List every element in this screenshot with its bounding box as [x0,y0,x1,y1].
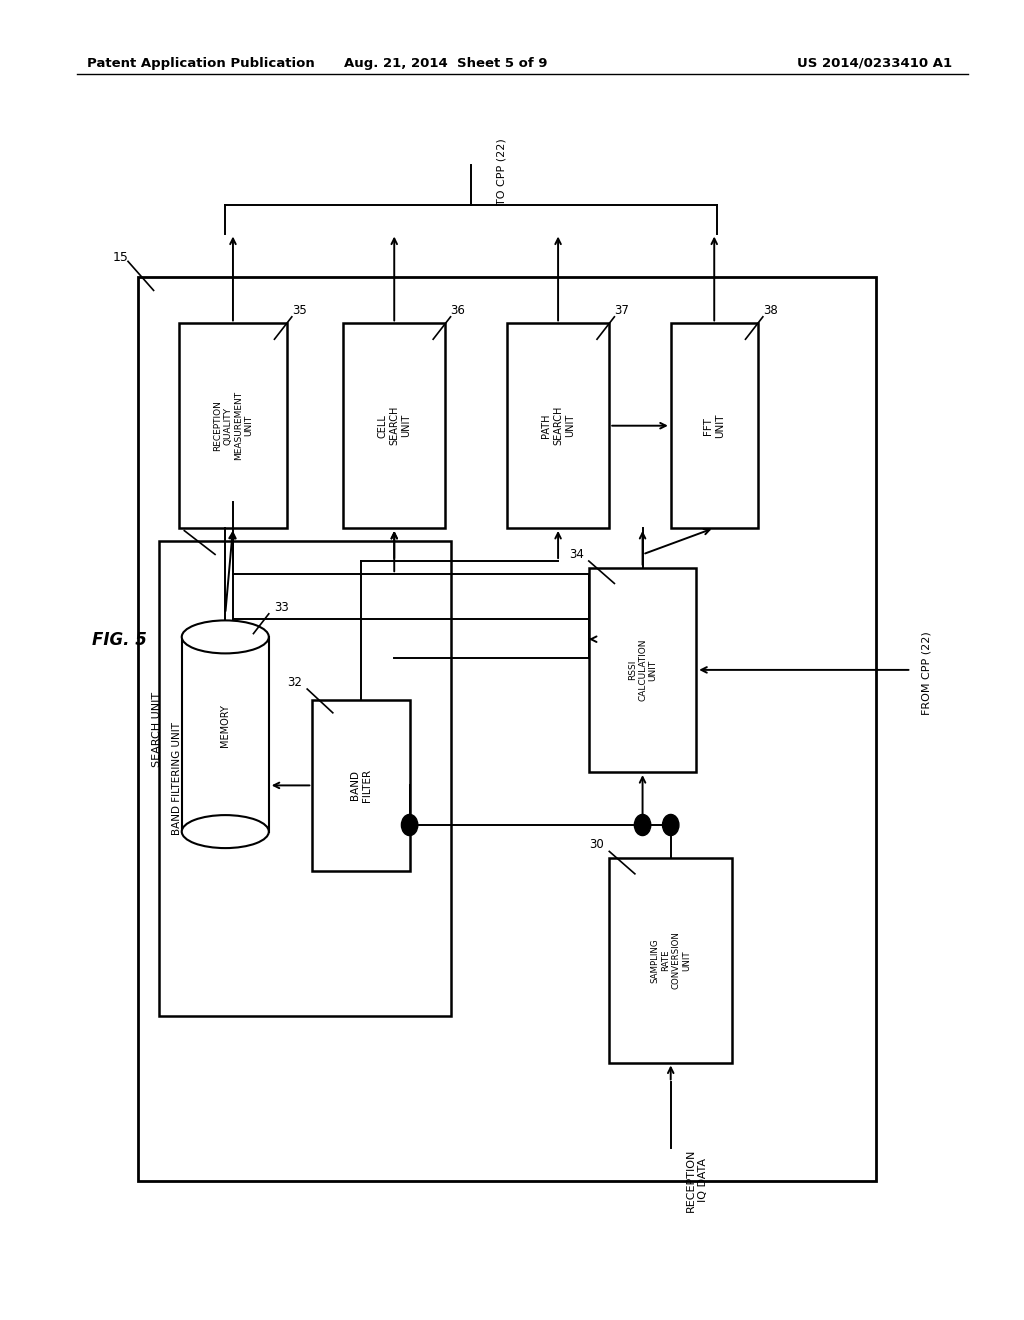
Text: CELL
SEARCH
UNIT: CELL SEARCH UNIT [378,407,411,445]
Text: RECEPTION
IQ DATA: RECEPTION IQ DATA [686,1148,708,1212]
Text: BAND
FILTER: BAND FILTER [350,768,372,803]
Text: Aug. 21, 2014  Sheet 5 of 9: Aug. 21, 2014 Sheet 5 of 9 [344,57,547,70]
Text: 36: 36 [451,304,466,317]
Text: 37: 37 [614,304,630,317]
Bar [507,323,609,528]
Text: 31: 31 [189,517,205,531]
Circle shape [663,814,679,836]
Text: 34: 34 [568,548,584,561]
Text: MEMORY: MEMORY [220,705,230,747]
Text: 38: 38 [763,304,777,317]
Text: 35: 35 [292,304,306,317]
Text: FFT
UNIT: FFT UNIT [703,413,725,438]
Text: BAND FILTERING UNIT: BAND FILTERING UNIT [172,722,182,836]
Bar [159,541,451,1016]
Circle shape [401,814,418,836]
Text: TO CPP (22): TO CPP (22) [497,139,507,205]
Bar [312,700,410,871]
Text: 15: 15 [113,251,129,264]
Text: US 2014/0233410 A1: US 2014/0233410 A1 [798,57,952,70]
Text: RECEPTION
QUALITY
MEASUREMENT
UNIT: RECEPTION QUALITY MEASUREMENT UNIT [213,391,253,461]
Bar [138,277,876,1181]
Text: 30: 30 [590,838,604,851]
Text: 33: 33 [274,601,289,614]
Text: FIG. 5: FIG. 5 [92,631,147,649]
Bar [179,323,287,528]
Bar [671,323,758,528]
Bar [589,568,696,772]
Text: 32: 32 [287,676,302,689]
Text: RSSI
CALCULATION
UNIT: RSSI CALCULATION UNIT [628,639,657,701]
Text: FROM CPP (22): FROM CPP (22) [922,631,932,715]
Ellipse shape [182,814,268,849]
Text: Patent Application Publication: Patent Application Publication [87,57,314,70]
Ellipse shape [182,620,268,653]
Text: SAMPLING
RATE
CONVERSION
UNIT: SAMPLING RATE CONVERSION UNIT [650,932,691,989]
Text: PATH
SEARCH
UNIT: PATH SEARCH UNIT [542,407,574,445]
Circle shape [634,814,651,836]
Bar [343,323,445,528]
Text: SEARCH UNIT: SEARCH UNIT [152,692,162,767]
Bar [609,858,732,1063]
Bar [182,638,268,832]
